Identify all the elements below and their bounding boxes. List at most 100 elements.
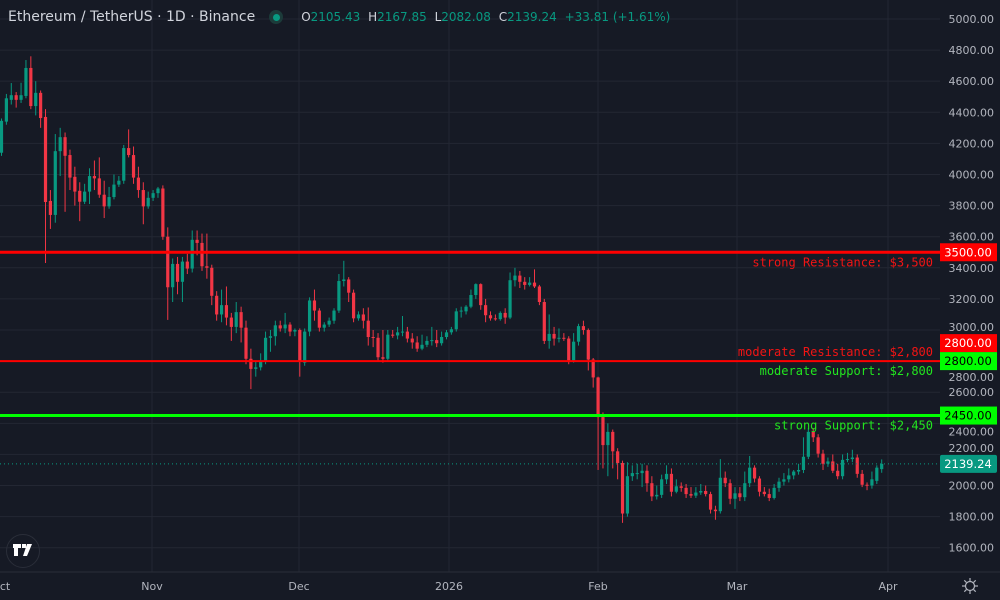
candle-body xyxy=(581,326,586,331)
candle-body xyxy=(508,280,512,318)
price-axis[interactable]: 5000.00 4800.00 4600.00 4400.00 4200.00 4000.… xyxy=(940,13,997,555)
candle-body xyxy=(361,314,365,321)
candle-body xyxy=(684,487,688,495)
candle-body xyxy=(572,341,576,361)
y-tick-label: 5000.00 xyxy=(949,13,995,26)
candle-body xyxy=(224,305,229,318)
candle-body xyxy=(254,367,258,369)
y-tick-label: 3000.00 xyxy=(949,321,995,334)
candle-body xyxy=(166,236,170,288)
candle-body xyxy=(547,333,551,341)
candle-body xyxy=(180,261,185,282)
candle-body xyxy=(513,275,517,281)
candle-body xyxy=(850,457,854,460)
x-tick-label: Nov xyxy=(141,580,163,593)
candle-body xyxy=(161,188,165,237)
candle-body xyxy=(459,310,463,312)
candle-body xyxy=(503,312,507,318)
y-tick-label: 4200.00 xyxy=(949,137,995,150)
candle-body xyxy=(630,473,634,477)
candle-body xyxy=(787,475,791,480)
candle-body xyxy=(210,267,214,296)
symbol-title[interactable]: Ethereum / TetherUS · 1D · Binance xyxy=(8,9,256,25)
time-axis[interactable]: ct Nov Dec 2026 Feb Mar Apr xyxy=(0,580,898,593)
candle-body xyxy=(694,492,698,496)
candle-body xyxy=(767,494,771,498)
candle-body xyxy=(537,286,541,303)
x-tick-label: 2026 xyxy=(435,580,463,593)
candle-body xyxy=(288,324,292,332)
candle-body xyxy=(811,431,815,438)
candle-body xyxy=(801,456,806,470)
level-price-badge xyxy=(940,352,997,371)
candle-body xyxy=(83,191,87,202)
last-price-label: 2139.24 xyxy=(944,457,992,471)
candle-body xyxy=(87,176,92,192)
candle-body xyxy=(278,325,282,329)
candle-body xyxy=(78,190,82,202)
candle-body xyxy=(146,197,150,207)
candle-body xyxy=(386,334,390,359)
candle-body xyxy=(234,312,238,327)
candle-body xyxy=(532,282,537,287)
y-tick-label: 1600.00 xyxy=(949,542,995,555)
candle-body xyxy=(562,337,566,339)
candle-body xyxy=(493,318,497,320)
candle-body xyxy=(650,483,654,497)
candle-body xyxy=(151,193,155,198)
candle-body xyxy=(34,92,38,107)
candle-body xyxy=(860,473,864,485)
candle-body xyxy=(29,67,33,107)
gear-icon[interactable] xyxy=(961,577,979,595)
level-label: moderate Resistance: $2,800 xyxy=(738,345,933,359)
candle-body xyxy=(312,300,317,311)
level-price-label: 2800.00 xyxy=(944,354,992,368)
candle-body xyxy=(127,148,131,156)
candle-body xyxy=(337,281,341,311)
change-percent: (+1.61%) xyxy=(612,10,671,24)
candle-body xyxy=(131,155,136,178)
candle-body xyxy=(620,462,625,514)
tradingview-logo-icon xyxy=(13,544,32,556)
candle-body xyxy=(440,337,444,344)
candle-body xyxy=(601,417,605,446)
candle-body xyxy=(117,180,121,185)
candle-body xyxy=(528,282,532,285)
candle-body xyxy=(43,116,48,203)
candle-body xyxy=(205,266,209,268)
candle-body xyxy=(244,327,248,359)
candle-body xyxy=(855,457,859,474)
tradingview-logo[interactable] xyxy=(6,534,40,568)
candle-body xyxy=(195,239,199,243)
candle-body xyxy=(806,431,810,457)
candle-body xyxy=(826,461,830,464)
candle-body xyxy=(39,92,43,119)
candle-body xyxy=(215,295,219,315)
x-tick-label: ct xyxy=(0,580,11,593)
candle-body xyxy=(112,184,116,198)
candle-body xyxy=(611,431,615,452)
candle-body xyxy=(273,325,277,337)
candle-body xyxy=(156,188,160,194)
candle-body xyxy=(219,305,224,315)
candle-body xyxy=(567,338,571,361)
candle-body xyxy=(410,338,414,343)
ohlc-values: O2105.43 H2167.85 L2082.08 C2139.24 +33.… xyxy=(297,10,670,24)
candle-body xyxy=(347,279,351,293)
candle-body xyxy=(518,275,522,282)
levels: strong Resistance: $3,500 moderate Resist… xyxy=(0,250,940,465)
candle-body xyxy=(171,263,175,288)
candle-body xyxy=(557,337,561,339)
high-label: H xyxy=(368,10,378,24)
candle-body xyxy=(479,284,483,306)
candle-body xyxy=(14,95,18,100)
candle-body xyxy=(616,451,620,463)
candle-body xyxy=(840,459,845,477)
candle-body xyxy=(865,484,869,486)
y-tick-label: 2600.00 xyxy=(949,386,995,399)
candle-body xyxy=(19,95,23,100)
candle-body xyxy=(708,494,713,510)
high-value: 2167.85 xyxy=(377,10,427,24)
y-tick-label: 4800.00 xyxy=(949,44,995,57)
